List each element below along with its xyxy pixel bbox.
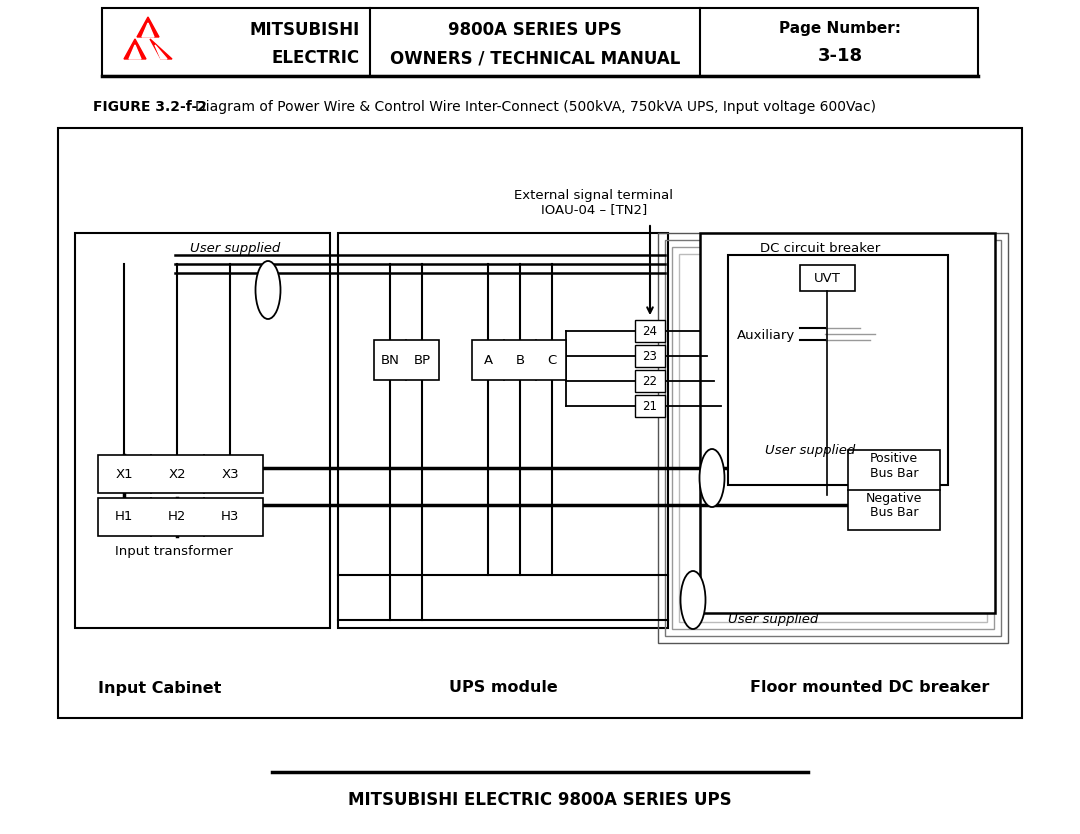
Polygon shape [150, 39, 172, 59]
Text: UPS module: UPS module [448, 681, 557, 696]
Bar [658, 233, 1008, 643]
Text: ELECTRIC: ELECTRIC [272, 49, 360, 67]
Text: User supplied: User supplied [190, 242, 280, 254]
Text: Positive: Positive [869, 451, 918, 465]
Text: Input transformer: Input transformer [116, 545, 233, 559]
Text: 24: 24 [643, 324, 658, 338]
Bar [635, 395, 665, 417]
Bar [58, 128, 1022, 718]
Text: 21: 21 [643, 399, 658, 413]
Text: FIGURE 3.2-f-2: FIGURE 3.2-f-2 [93, 100, 207, 114]
Text: User supplied: User supplied [728, 614, 819, 626]
Text: A: A [484, 354, 492, 366]
Text: Page Number:: Page Number: [779, 21, 901, 36]
Text: Auxiliary: Auxiliary [737, 329, 795, 341]
Text: H2: H2 [167, 510, 186, 524]
Bar [848, 450, 940, 530]
Ellipse shape [256, 261, 281, 319]
Text: MITSUBISHI ELECTRIC 9800A SERIES UPS: MITSUBISHI ELECTRIC 9800A SERIES UPS [348, 791, 732, 809]
Text: 3-18: 3-18 [818, 47, 863, 65]
Bar [635, 370, 665, 392]
Text: Input Cabinet: Input Cabinet [98, 681, 221, 696]
Text: DC circuit breaker: DC circuit breaker [760, 242, 880, 254]
Bar [635, 320, 665, 342]
Text: B: B [515, 354, 525, 366]
Text: Bus Bar: Bus Bar [869, 506, 918, 520]
Text: UVT: UVT [813, 272, 840, 284]
Bar [102, 8, 978, 76]
Bar [98, 498, 264, 536]
Polygon shape [156, 45, 167, 59]
Ellipse shape [680, 571, 705, 629]
Text: External signal terminal: External signal terminal [514, 188, 674, 202]
Polygon shape [129, 45, 141, 59]
Bar [635, 345, 665, 367]
Bar [75, 233, 330, 628]
Text: Diagram of Power Wire & Control Wire Inter-Connect (500kVA, 750kVA UPS, Input vo: Diagram of Power Wire & Control Wire Int… [195, 100, 876, 114]
Text: User supplied: User supplied [765, 444, 855, 456]
Text: H3: H3 [220, 510, 239, 524]
Bar [679, 254, 987, 622]
Text: 9800A SERIES UPS: 9800A SERIES UPS [448, 21, 622, 39]
Polygon shape [141, 23, 154, 37]
Text: C: C [548, 354, 556, 366]
Text: Bus Bar: Bus Bar [869, 466, 918, 480]
Polygon shape [137, 17, 159, 37]
Bar [472, 340, 566, 380]
Text: BN: BN [380, 354, 400, 366]
Text: 22: 22 [643, 374, 658, 388]
Text: 23: 23 [643, 349, 658, 363]
Bar [665, 240, 1001, 636]
Ellipse shape [700, 449, 725, 507]
Text: OWNERS / TECHNICAL MANUAL: OWNERS / TECHNICAL MANUAL [390, 49, 680, 67]
Bar [98, 455, 264, 493]
Bar [728, 255, 948, 485]
Bar [338, 233, 669, 628]
Bar [800, 265, 855, 291]
Bar [672, 247, 994, 629]
Text: X3: X3 [221, 468, 239, 480]
Text: X2: X2 [168, 468, 186, 480]
Text: BP: BP [414, 354, 431, 366]
Text: IOAU-04 – [TN2]: IOAU-04 – [TN2] [541, 203, 647, 217]
Bar [700, 233, 995, 613]
Text: Floor mounted DC breaker: Floor mounted DC breaker [751, 681, 989, 696]
Polygon shape [124, 39, 146, 59]
Text: X1: X1 [116, 468, 133, 480]
Bar [374, 340, 438, 380]
Text: MITSUBISHI: MITSUBISHI [249, 21, 360, 39]
Text: Negative: Negative [866, 491, 922, 505]
Text: H1: H1 [114, 510, 133, 524]
